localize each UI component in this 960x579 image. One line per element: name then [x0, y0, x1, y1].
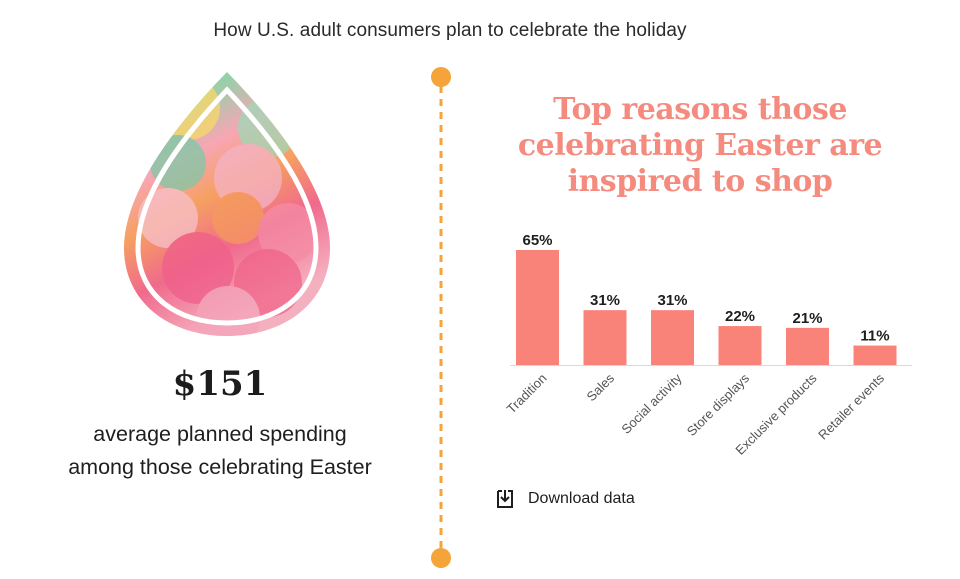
bar-chart: 65% Tradition 31% Sales 31% Social activity 22… — [504, 232, 912, 458]
bar-social-activity — [651, 310, 694, 365]
average-spending-amount: $151 — [172, 364, 268, 404]
bar-value-label: 22% — [725, 308, 755, 325]
download-data-button[interactable]: Download data — [494, 485, 635, 513]
caption-line-2: among those celebrating Easter — [68, 455, 372, 479]
bar-retailer-events — [853, 345, 897, 365]
chart-title: Top reasons those celebrating Easter are… — [480, 92, 920, 200]
chart-title-line-1: Top reasons those — [553, 92, 847, 127]
category-tick-label: Tradition — [504, 371, 550, 417]
bar-store-displays — [718, 326, 762, 365]
chart-title-line-3: inspired to shop — [567, 164, 833, 199]
download-icon — [497, 490, 513, 508]
easter-egg-illustration — [124, 72, 330, 336]
bar-sales — [583, 310, 627, 365]
bar-exclusive-products — [786, 327, 829, 365]
page-header: How U.S. adult consumers plan to celebra… — [213, 20, 687, 41]
bar-value-label: 31% — [590, 292, 620, 309]
bar-value-label: 31% — [657, 292, 687, 309]
caption-line-1: average planned spending — [93, 422, 347, 446]
bar-tradition — [516, 250, 559, 365]
bar-value-label: 21% — [792, 310, 822, 327]
chart-title-line-2: celebrating Easter are — [517, 128, 883, 163]
bar-value-label: 65% — [522, 232, 552, 249]
category-tick-label: Store displays — [684, 370, 753, 439]
category-tick-label: Retailer events — [815, 370, 887, 442]
vertical-divider — [431, 67, 451, 568]
spending-caption: average planned spending among those cel… — [0, 418, 440, 484]
download-data-label: Download data — [528, 490, 635, 507]
bar-value-label: 11% — [860, 328, 889, 345]
category-tick-label: Sales — [584, 370, 618, 404]
category-tick-label: Social activity — [618, 370, 685, 437]
